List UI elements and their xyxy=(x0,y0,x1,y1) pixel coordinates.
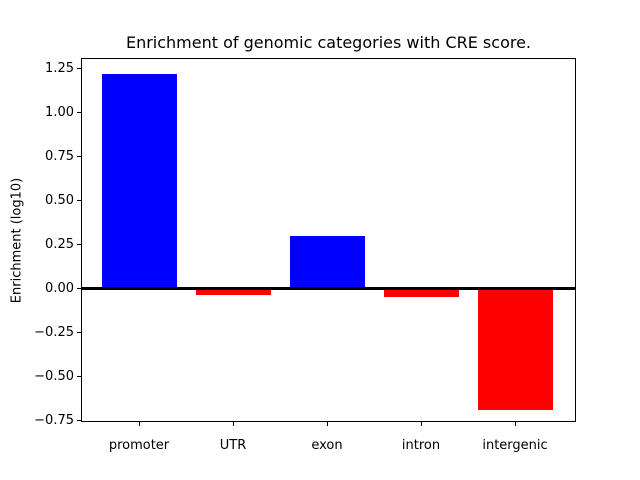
y-tick-label-1.25: 1.25 xyxy=(45,61,74,77)
bar-intergenic xyxy=(477,288,553,410)
y-tick-−0.75 xyxy=(77,419,81,421)
x-tick-promoter xyxy=(139,422,140,426)
y-tick-label-0.00: 0.00 xyxy=(45,280,74,296)
y-tick-−0.50 xyxy=(77,375,81,377)
x-tick-label-promoter: promoter xyxy=(108,438,170,453)
y-tick-label-−0.25: −0.25 xyxy=(34,324,74,340)
y-tick-0.00 xyxy=(77,287,81,289)
bar-intron xyxy=(383,288,459,298)
y-tick-label-0.25: 0.25 xyxy=(45,236,74,252)
y-tick-label-−0.75: −0.75 xyxy=(34,412,74,428)
y-tick-label-0.50: 0.50 xyxy=(45,192,74,208)
zero-baseline xyxy=(81,286,576,290)
y-tick-−0.25 xyxy=(77,331,81,333)
x-tick-intron xyxy=(421,422,422,426)
x-tick-label-intron: intron xyxy=(401,438,441,453)
y-tick-label-0.75: 0.75 xyxy=(45,148,74,164)
x-tick-label-exon: exon xyxy=(311,438,343,453)
bar-UTR xyxy=(195,288,271,296)
y-tick-1.00 xyxy=(77,112,81,113)
y-tick-0.25 xyxy=(77,243,81,245)
bar-exon xyxy=(289,235,365,289)
y-tick-1.25 xyxy=(77,68,81,70)
x-tick-exon xyxy=(327,422,328,426)
x-tick-intergenic xyxy=(515,422,516,426)
x-tick-label-UTR: UTR xyxy=(219,438,247,453)
y-tick-0.50 xyxy=(77,199,81,201)
y-tick-label-−0.50: −0.50 xyxy=(34,368,74,384)
x-tick-UTR xyxy=(233,422,234,426)
x-tick-label-intergenic: intergenic xyxy=(482,438,548,453)
y-tick-0.75 xyxy=(77,155,81,157)
y-tick-label-1.00: 1.00 xyxy=(45,105,74,120)
bar-promoter xyxy=(101,73,177,289)
chart-title: Enrichment of genomic categories with CR… xyxy=(125,33,532,52)
